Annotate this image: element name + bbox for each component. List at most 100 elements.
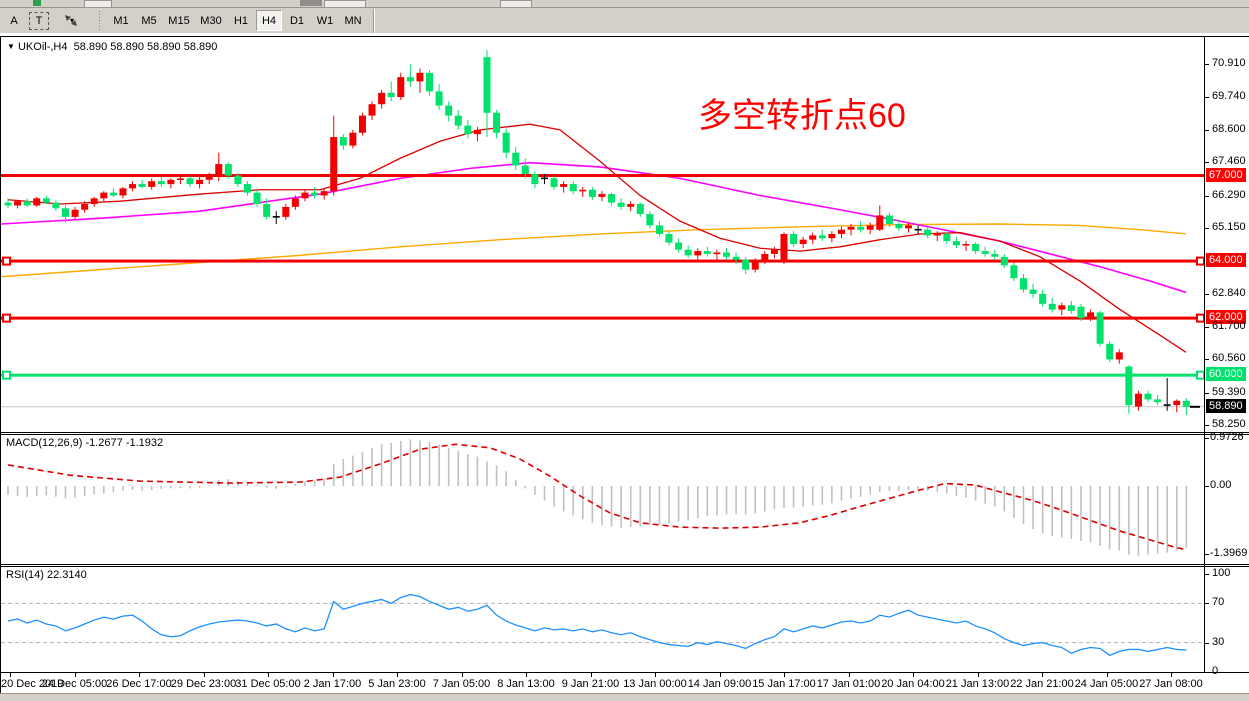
candle-body [847, 226, 855, 230]
candle-body [703, 251, 711, 254]
candle-body [301, 192, 309, 199]
candle-body [1019, 278, 1027, 290]
candle-body [675, 242, 683, 250]
candle-body [905, 225, 913, 229]
price-axis-label: 69.740 [1212, 90, 1246, 103]
candle-body [1173, 400, 1181, 406]
candle-body [1010, 265, 1018, 279]
level-line-62 [1, 316, 1204, 320]
candlestick-pane[interactable] [1, 36, 1204, 432]
candle-body [234, 175, 242, 185]
time-axis-tick [10, 673, 11, 677]
candle-body [1115, 352, 1123, 360]
text-tool-icon: T [29, 11, 49, 30]
level-line-handle [1196, 313, 1204, 323]
price-axis-label-red: 64.000 [1206, 253, 1246, 268]
price-axis-tick [1205, 162, 1209, 164]
pane-separator[interactable] [0, 434, 1249, 435]
timeframe-button-H1[interactable]: H1 [228, 10, 254, 31]
rsi-pane[interactable] [1, 566, 1204, 672]
price-axis-label: 68.600 [1212, 122, 1246, 135]
time-axis-label: 13 Jan 00:00 [623, 678, 687, 690]
time-axis-tick [913, 673, 914, 677]
timeframe-button-H4[interactable]: H4 [256, 10, 282, 31]
candle-body [1154, 399, 1162, 403]
timeframe-button-W1[interactable]: W1 [312, 10, 338, 31]
candle-body [1048, 303, 1056, 310]
price-axis-tick [1205, 294, 1209, 296]
candle-body [588, 189, 596, 197]
timeframe-button-M30[interactable]: M30 [196, 10, 226, 31]
candle-body [876, 215, 884, 230]
candle-body [244, 184, 251, 193]
time-axis-label: 21 Jan 13:00 [945, 678, 1010, 690]
pane-separator[interactable] [0, 566, 1249, 567]
macd-axis-label: 0.00 [1210, 479, 1232, 491]
candle-body [943, 233, 951, 242]
price-axis-label: 60.560 [1212, 352, 1246, 365]
pane-separator[interactable] [0, 432, 1249, 433]
price-axis-tick [1205, 425, 1209, 427]
timeframe-button-MN[interactable]: MN [340, 10, 366, 31]
candle-body [560, 184, 568, 187]
candle-body [761, 253, 769, 262]
timeframe-button-M5[interactable]: M5 [136, 10, 162, 31]
candle-body [512, 152, 520, 166]
chart-annotation-text[interactable]: 多空转折点60 [698, 97, 906, 135]
candle-body [665, 233, 673, 243]
price-axis-label-red: 62.000 [1206, 310, 1246, 325]
candle-body [4, 202, 12, 206]
symbol-ohlc-text: UKOil-,H4 58.890 58.890 58.890 58.890 [17, 41, 218, 53]
candle-body [176, 178, 184, 180]
candle-body [809, 235, 817, 240]
level-line-handle [2, 256, 11, 266]
timeframe-button-M1[interactable]: M1 [108, 10, 134, 31]
candle-body [215, 164, 223, 176]
pane-separator[interactable] [0, 564, 1249, 565]
clipped-green-button [33, 0, 41, 6]
candle-body [138, 184, 146, 187]
time-axis-tick [461, 673, 463, 677]
candle-body [263, 204, 271, 217]
macd-axis-tick [1205, 438, 1209, 440]
price-axis-divider[interactable] [1204, 36, 1205, 672]
time-axis-label: 2 Jan 17:00 [303, 678, 362, 690]
level-line-handle [1196, 370, 1204, 380]
time-axis-label: 24 Dec 05:00 [41, 678, 108, 690]
time-axis-tick [977, 673, 979, 677]
candle-body [186, 178, 194, 185]
candle-body [521, 165, 529, 175]
candle-body [435, 91, 443, 106]
candle-body [1096, 312, 1104, 344]
candle-body [1106, 343, 1114, 360]
timeframe-button-M15[interactable]: M15 [164, 10, 194, 31]
macd-pane[interactable] [1, 434, 1204, 564]
level-line-64 [1, 259, 1204, 263]
candle-body [378, 92, 386, 105]
candle-body [397, 77, 405, 98]
collapse-icon[interactable]: ▼ [7, 42, 15, 51]
candle-body [569, 184, 577, 192]
time-axis-tick [1106, 673, 1108, 677]
price-axis-tick [1205, 359, 1209, 361]
macd-axis-label: 0.9726 [1210, 431, 1244, 444]
candle-body [406, 77, 414, 82]
toolbar-gripper[interactable] [98, 10, 101, 31]
candle-body [1144, 393, 1152, 400]
candle-body [991, 253, 999, 257]
time-axis-label: 29 Dec 23:00 [170, 678, 237, 690]
candle-body [780, 233, 788, 263]
candle-body [684, 249, 692, 256]
candle-body [627, 204, 635, 207]
text-label-tool-button[interactable]: T [28, 10, 50, 31]
symbol-header[interactable]: ▼ UKOil-,H4 58.890 58.890 58.890 58.890 [7, 41, 217, 53]
candle-body [598, 194, 606, 197]
candle-body [608, 194, 616, 203]
time-axis-tick [784, 673, 785, 677]
arrows-tool-button[interactable]: ▾ [54, 10, 88, 31]
timeframe-button-D1[interactable]: D1 [284, 10, 310, 31]
candle-body [857, 226, 865, 230]
cursor-tool-button[interactable]: A [4, 10, 24, 31]
price-axis-label: 67.460 [1212, 155, 1246, 168]
price-axis-tick [1205, 129, 1209, 131]
